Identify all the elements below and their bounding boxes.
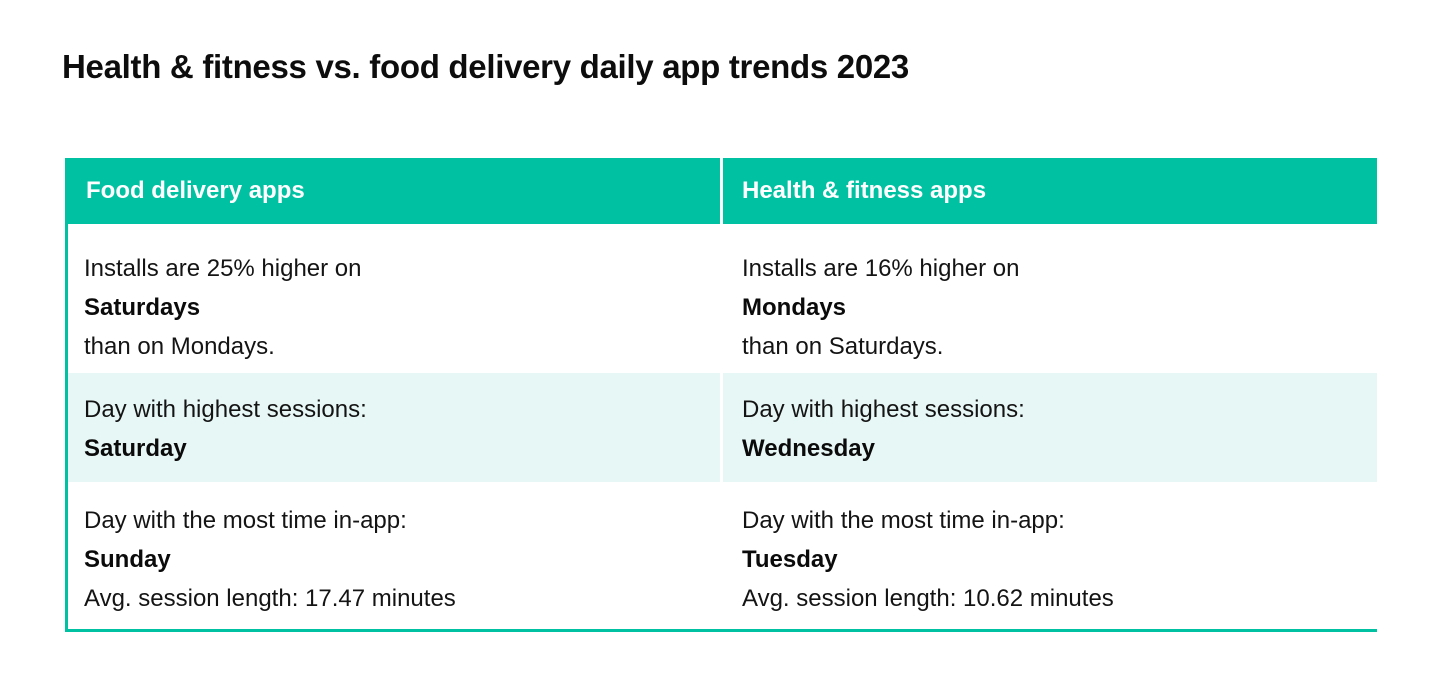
sessions-cell-health-fitness: Day with highest sessions: Wednesday	[723, 373, 1377, 482]
installs-day: Mondays	[742, 294, 847, 321]
time-in-app-label: Day with the most time in-app:	[742, 507, 1065, 534]
installs-comparison: than on Mondays.	[84, 333, 275, 360]
avg-session-length: Avg. session length: 10.62 minutes	[742, 585, 1114, 612]
time-in-app-day: Tuesday	[742, 546, 838, 573]
time-in-app-cell-food-delivery: Day with the most time in-app: Sunday Av…	[68, 482, 723, 629]
page-title: Health & fitness vs. food delivery daily…	[62, 48, 909, 85]
time-in-app-label: Day with the most time in-app:	[84, 507, 407, 534]
time-in-app-cell-health-fitness: Day with the most time in-app: Tuesday A…	[723, 482, 1377, 629]
comparison-table: Food delivery apps Health & fitness apps…	[65, 158, 1377, 632]
installs-text: Installs are 16% higher on	[742, 255, 1020, 282]
time-in-app-day: Sunday	[84, 546, 171, 573]
installs-cell-food-delivery: Installs are 25% higher on Saturdays tha…	[68, 224, 723, 373]
sessions-cell-food-delivery: Day with highest sessions: Saturday	[68, 373, 723, 482]
sessions-label: Day with highest sessions:	[84, 396, 367, 423]
installs-text: Installs are 25% higher on	[84, 255, 362, 282]
column-header-health-fitness: Health & fitness apps	[723, 158, 1377, 224]
installs-cell-health-fitness: Installs are 16% higher on Mondays than …	[723, 224, 1377, 373]
installs-comparison: than on Saturdays.	[742, 333, 944, 360]
installs-day: Saturdays	[84, 294, 201, 321]
sessions-label: Day with highest sessions:	[742, 396, 1025, 423]
sessions-day: Wednesday	[742, 435, 875, 462]
avg-session-length: Avg. session length: 17.47 minutes	[84, 585, 456, 612]
sessions-day: Saturday	[84, 435, 187, 462]
column-header-food-delivery: Food delivery apps	[68, 158, 723, 224]
